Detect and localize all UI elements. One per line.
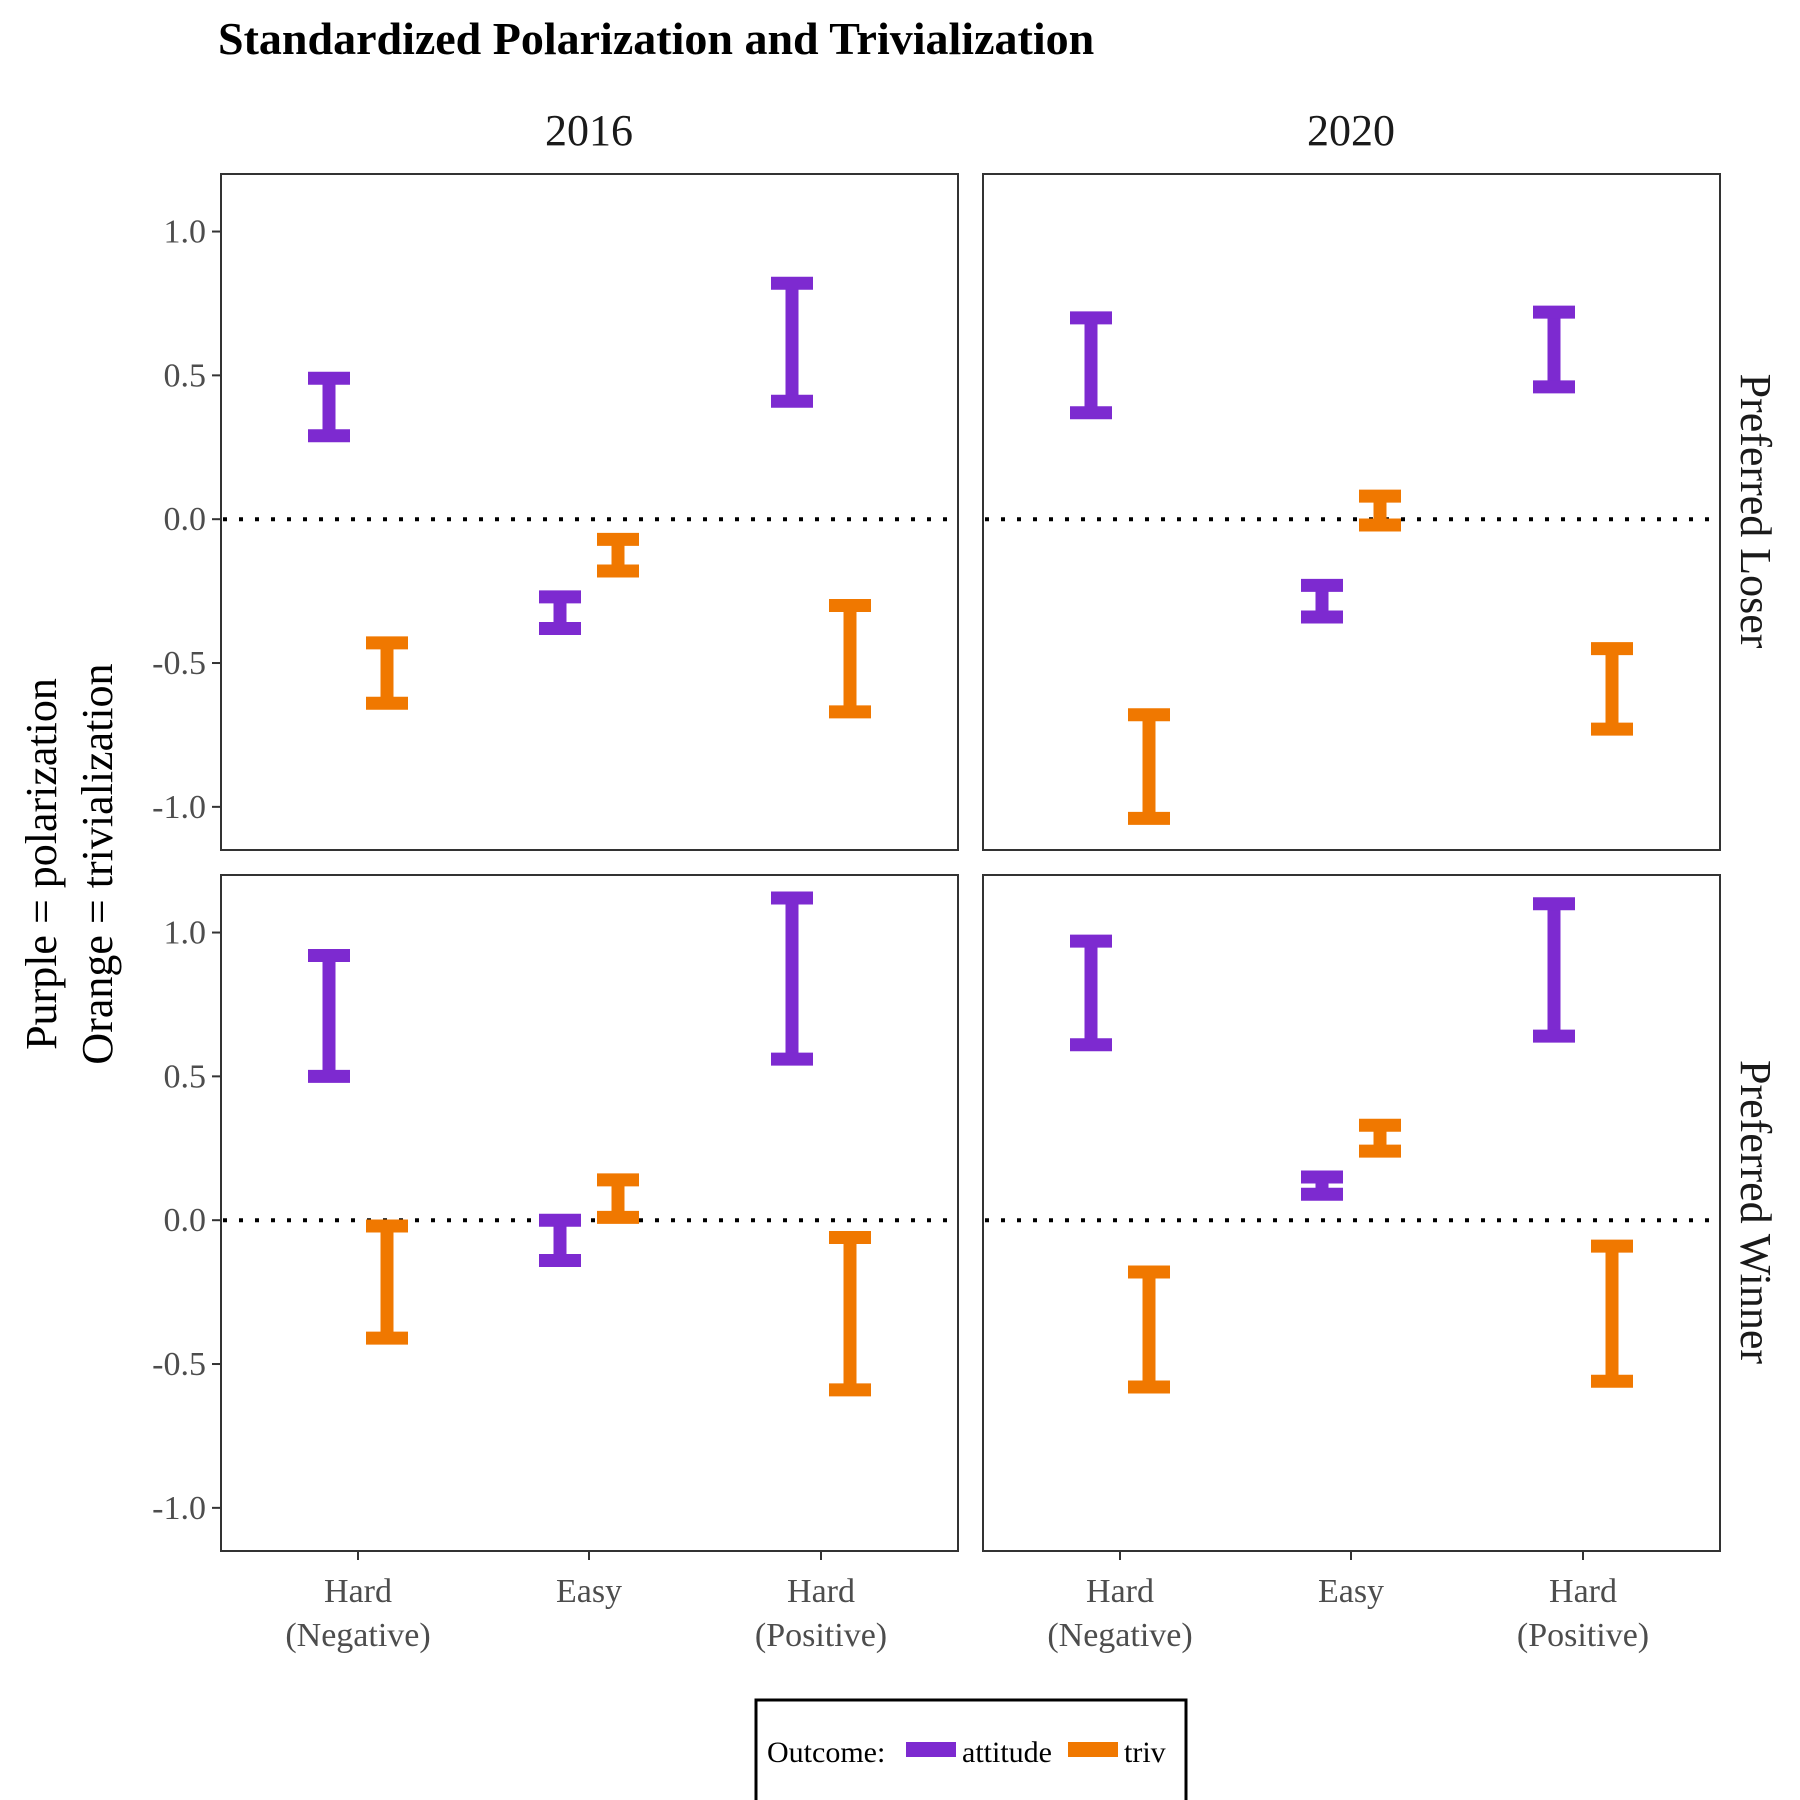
errorbar-triv [597, 532, 639, 578]
panel-background [983, 875, 1720, 1551]
panel-border [982, 173, 1721, 851]
chart-title: Standardized Polarization and Trivializa… [218, 13, 1094, 64]
y-tick-label: 1.0 [164, 915, 207, 952]
y-tick-label: -0.5 [152, 645, 206, 682]
y-tick-label: 1.0 [164, 214, 207, 251]
panel-background [983, 174, 1720, 850]
legend-title: Outcome: [767, 1736, 885, 1769]
x-tick-label-line2: (Positive) [755, 1617, 887, 1654]
legend-swatch-triv [1068, 1742, 1118, 1757]
legend-swatch-attitude [906, 1742, 956, 1757]
errorbar-attitude [1301, 1170, 1343, 1201]
y-axis-title-line2: Orange = trivialization [73, 663, 122, 1064]
x-tick-label-line2: (Positive) [1517, 1617, 1649, 1654]
x-tick-label: Hard [324, 1573, 392, 1610]
errorbar-triv [366, 1219, 408, 1345]
y-tick-label: 0.0 [164, 1202, 207, 1239]
errorbar-attitude [539, 1213, 581, 1267]
errorbar-triv [1128, 708, 1170, 825]
legend: Outcome: attitude triv [754, 1698, 1188, 1800]
legend-label-triv: triv [1124, 1736, 1166, 1769]
errorbar-attitude [1533, 897, 1575, 1043]
errorbar-triv [366, 636, 408, 710]
errorbar-attitude [771, 276, 813, 408]
panel-background [221, 875, 958, 1551]
y-axis-title-line1: Purple = polarization [17, 678, 66, 1050]
row-strip-preferred-winner: Preferred Winner [1731, 1060, 1780, 1364]
panel-background [221, 174, 958, 850]
panel-border [220, 173, 959, 851]
errorbar-attitude [308, 371, 350, 443]
errorbar-attitude [1070, 311, 1112, 420]
legend-label-attitude: attitude [962, 1736, 1052, 1769]
errorbar-triv [1591, 642, 1633, 736]
x-tick-label: Hard [1549, 1573, 1617, 1610]
panel-2020-preferred-winner: Hard (Negative) Easy Hard (Positive) [982, 874, 1721, 1654]
panels-layer: 1.0 0.5 0.0 -0.5 -1.0 1.0 0.5 0.0 -0.5 -1.0 Hard (N… [152, 173, 1721, 1654]
errorbar-triv [1359, 1118, 1401, 1158]
panel-2016-preferred-winner: 1.0 0.5 0.0 -0.5 -1.0 Hard (Negative) Easy Hard (… [152, 874, 959, 1654]
y-tick-label: -1.0 [152, 789, 206, 826]
errorbar-triv [1591, 1239, 1633, 1388]
y-tick-label: 0.5 [164, 1058, 207, 1095]
column-strip-2020: 2020 [1307, 106, 1395, 155]
x-tick-label: Easy [556, 1573, 622, 1610]
errorbar-triv [1128, 1265, 1170, 1394]
x-tick-label: Easy [1318, 1573, 1384, 1610]
errorbar-attitude [1301, 578, 1343, 624]
errorbar-triv [829, 598, 871, 719]
x-tick-label-line2: (Negative) [1047, 1617, 1192, 1654]
errorbar-triv [597, 1173, 639, 1224]
errorbar-attitude [539, 590, 581, 636]
panel-2016-preferred-loser: 1.0 0.5 0.0 -0.5 -1.0 [152, 173, 959, 851]
x-tick-label: Hard [787, 1573, 855, 1610]
row-strip-preferred-loser: Preferred Loser [1731, 374, 1780, 649]
x-tick-label-line2: (Negative) [285, 1617, 430, 1654]
errorbar-attitude [1533, 305, 1575, 394]
y-tick-label: -1.0 [152, 1490, 206, 1527]
errorbar-attitude [1070, 934, 1112, 1052]
errorbar-attitude [771, 891, 813, 1066]
x-tick-label: Hard [1086, 1573, 1154, 1610]
y-tick-label: 0.5 [164, 357, 207, 394]
column-strip-2016: 2016 [545, 106, 633, 155]
errorbar-triv [1359, 489, 1401, 532]
y-tick-label: 0.0 [164, 501, 207, 538]
panel-2020-preferred-loser [982, 173, 1721, 851]
errorbar-attitude [308, 949, 350, 1083]
y-tick-label: -0.5 [152, 1346, 206, 1383]
errorbar-triv [829, 1230, 871, 1397]
